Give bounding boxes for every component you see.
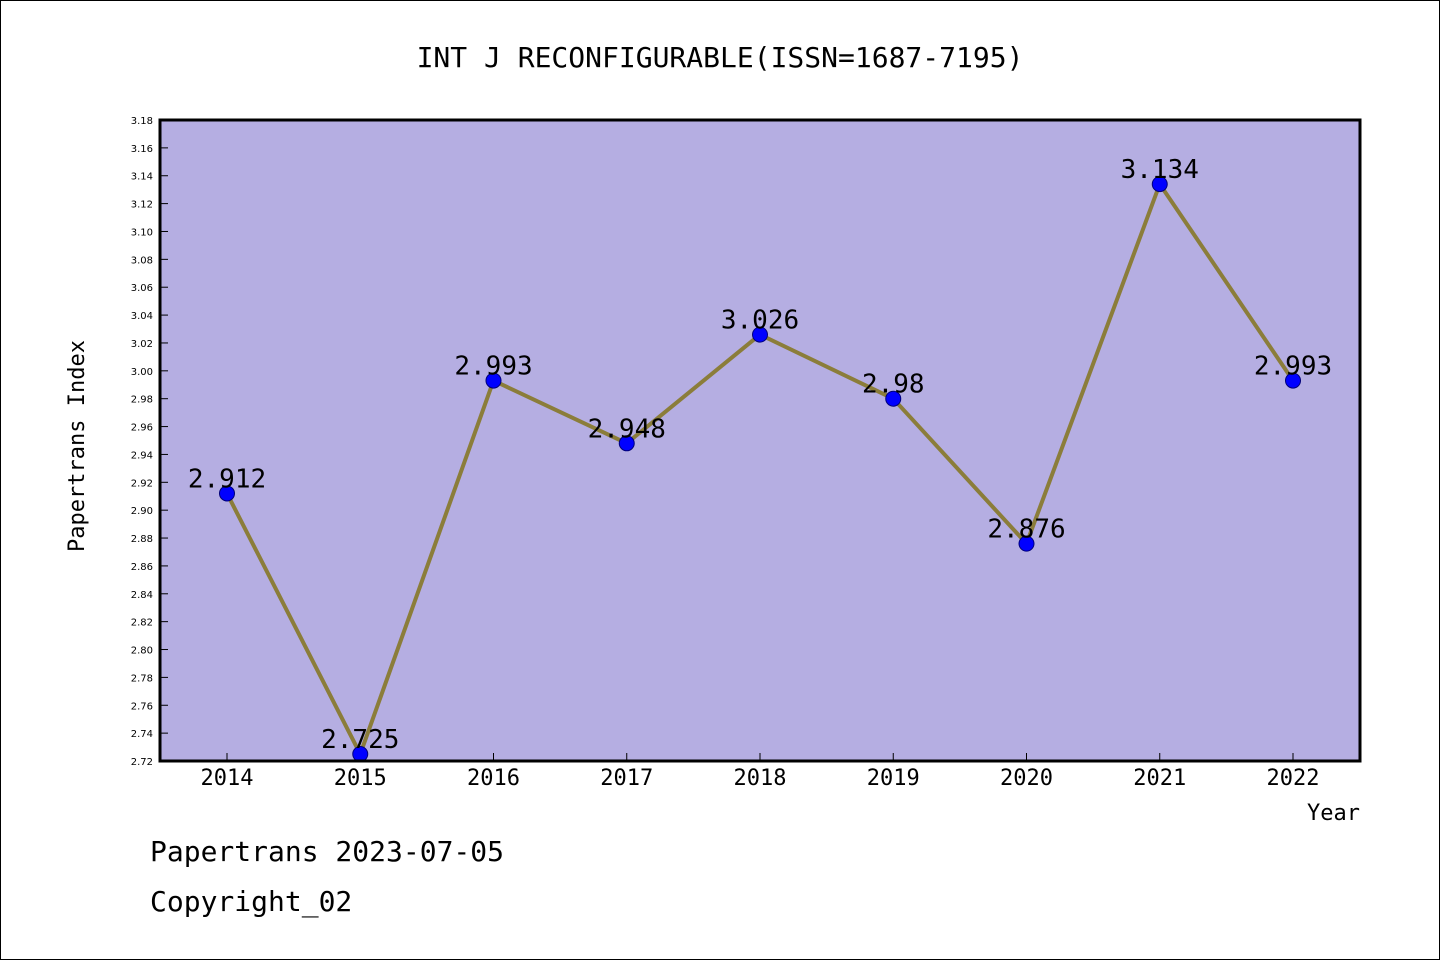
y-tick-label: 3.10 [131,227,153,238]
x-tick-label: 2019 [867,766,920,791]
x-tick-label: 2021 [1133,766,1186,791]
y-tick-label: 2.78 [131,673,153,684]
y-tick-label: 2.76 [131,701,153,712]
data-label: 2.876 [987,515,1065,545]
chart-title: INT J RECONFIGURABLE(ISSN=1687-7195) [417,41,1024,74]
y-tick-label: 2.74 [131,729,153,740]
x-axis-title: Year [1307,801,1360,826]
data-point [618,435,635,452]
y-tick-label: 3.14 [131,172,153,183]
y-tick-label: 2.90 [131,506,153,517]
x-tick-label: 2018 [734,766,787,791]
y-tick-label: 3.06 [131,283,153,294]
y-tick-label: 2.72 [131,757,153,768]
y-tick-label: 3.18 [131,116,153,127]
data-label: 2.993 [454,352,532,382]
data-point [1151,176,1168,193]
plot-border [158,118,1362,763]
data-label: 2.725 [321,725,399,755]
y-tick-label: 2.96 [131,423,153,434]
data-point [485,372,502,389]
y-axis-title: Papertrans Index [65,340,90,552]
y-tick-label: 2.80 [131,646,153,657]
y-tick-label: 3.16 [131,144,153,155]
y-tick-label: 3.00 [131,367,153,378]
y-tick-label: 3.12 [131,200,153,211]
footer-copyright: Copyright_02 [150,885,353,918]
x-tick-label: 2017 [600,766,653,791]
x-tick-label: 2014 [201,766,254,791]
y-tick-label: 2.94 [131,450,153,461]
data-point [219,485,235,502]
data-point [752,326,768,343]
y-tick-label: 3.02 [131,339,153,350]
x-tick-label: 2020 [1000,766,1053,791]
data-point [1285,372,1301,389]
data-label: 2.993 [1254,352,1332,382]
x-tick-label: 2015 [334,766,387,791]
y-tick-label: 3.04 [131,311,153,322]
data-point [885,390,902,407]
y-tick-label: 3.08 [131,255,153,266]
data-label: 3.134 [1121,155,1199,185]
x-tick-label: 2016 [467,766,520,791]
data-label: 3.026 [721,306,799,336]
data-markers [219,176,1301,763]
y-tick-label: 2.84 [131,590,153,601]
y-tick-label: 2.86 [131,562,153,573]
plot-area [160,120,1360,761]
data-label: 2.948 [588,414,666,444]
y-axis-ticks: 2.72 2.74 2.76 2.78 2.80 2.82 2.84 2.86 2.88 2.90… [131,116,168,768]
data-label: 2.98 [862,370,925,400]
y-tick-label: 2.92 [131,478,153,489]
y-tick-label: 2.98 [131,395,153,406]
data-label: 2.912 [188,464,266,494]
y-tick-label: 2.82 [131,618,153,629]
x-axis-ticks: 2014 2015 2016 2017 2018 2019 2020 2021 2022 [201,753,1320,791]
footer-date: Papertrans 2023-07-05 [150,835,505,868]
data-point [1018,535,1035,552]
x-tick-label: 2022 [1267,766,1320,791]
y-tick-label: 2.88 [131,534,153,545]
data-labels: 2.912 2.725 2.993 2.948 3.026 2.98 2.876 3.134 2… [188,155,1332,755]
